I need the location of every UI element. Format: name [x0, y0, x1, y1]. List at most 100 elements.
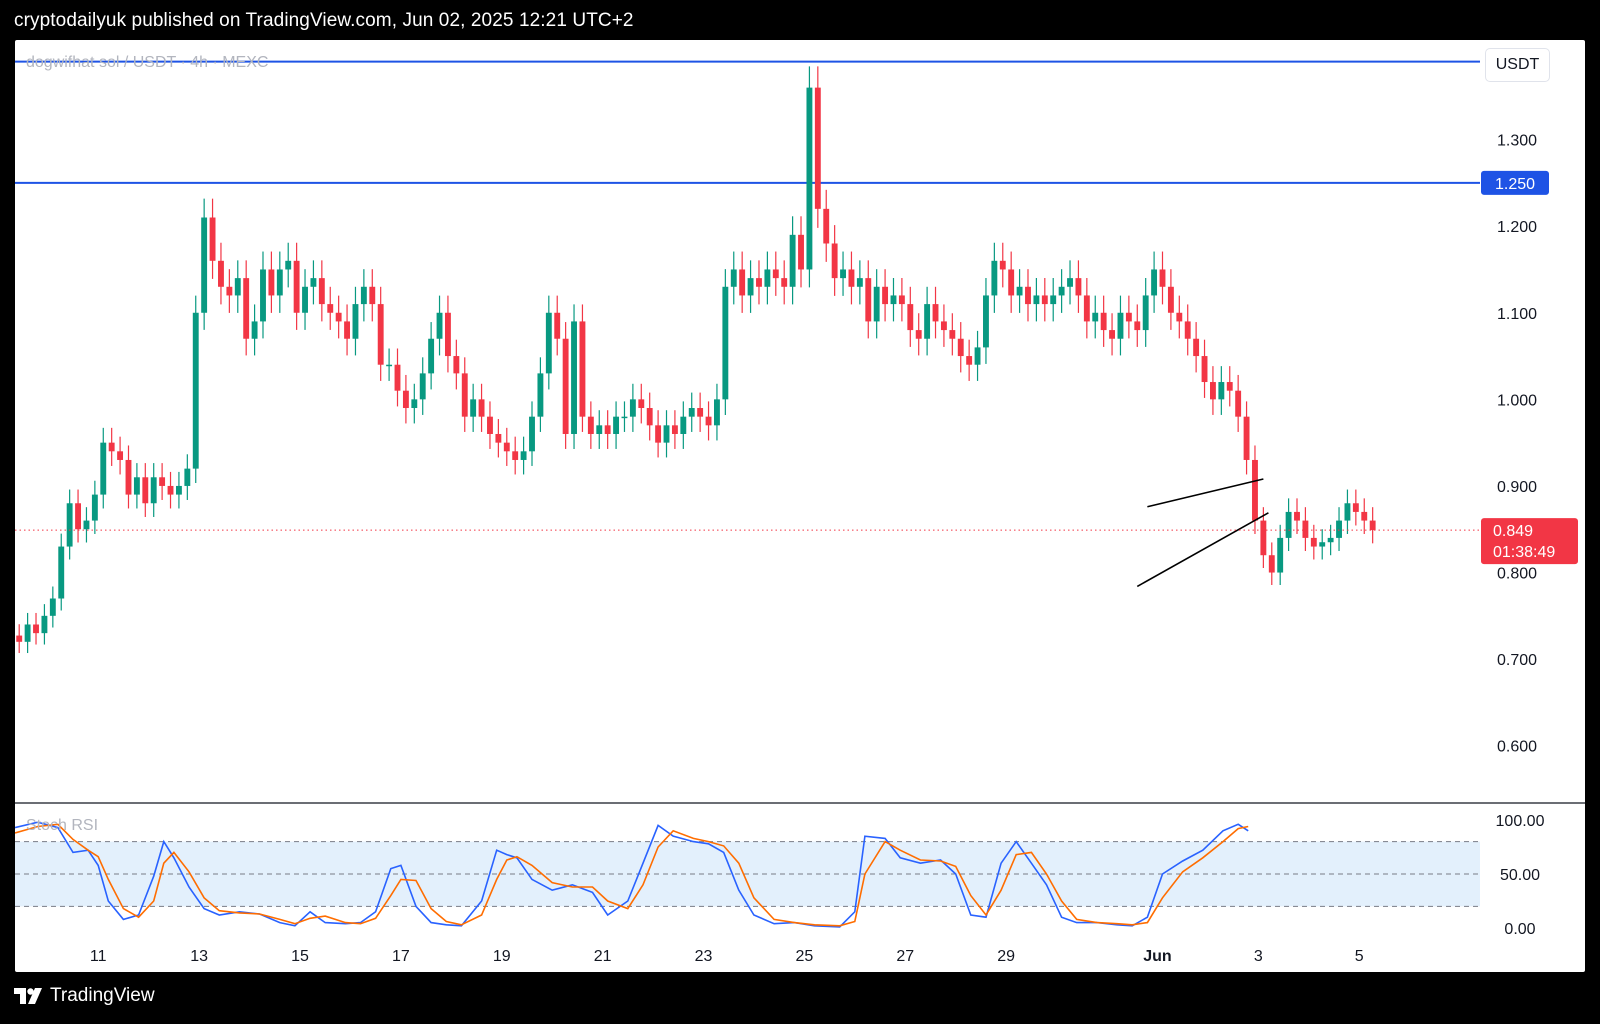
candle-body	[192, 312, 199, 469]
candle-body	[554, 312, 561, 339]
candle-body	[823, 208, 830, 244]
candle-body	[1201, 356, 1208, 383]
candle-body	[1226, 382, 1233, 391]
time-tick-label: 21	[594, 948, 612, 965]
time-tick-label: 19	[493, 948, 511, 965]
candle-body	[344, 321, 351, 339]
time-tick-label: 25	[795, 948, 813, 965]
candle-body	[915, 330, 922, 339]
candle-body	[1092, 312, 1099, 322]
candle-body	[814, 87, 821, 209]
candle-body	[571, 321, 577, 434]
candle-body	[478, 399, 485, 417]
candle-body	[461, 373, 468, 417]
candle-body	[285, 260, 292, 270]
candle-body	[957, 338, 964, 357]
candle-body	[175, 485, 182, 495]
candle-body	[209, 217, 216, 261]
candle-body	[470, 399, 477, 417]
candle-body	[1033, 295, 1040, 305]
pattern-trendline-lower[interactable]	[1136, 512, 1269, 588]
chart-canvas[interactable]: 1.300 1.200 1.100 1.000 0.900 0.800 0.700 0.600…	[15, 40, 1585, 972]
candle-body	[520, 451, 527, 460]
candle-body	[58, 546, 65, 599]
candle-body	[1025, 286, 1031, 305]
candle-body	[1151, 269, 1158, 296]
candle-body	[646, 408, 653, 426]
candle-body	[360, 286, 367, 305]
tradingview-brand: TradingView	[14, 985, 155, 1007]
candle-body	[1176, 312, 1183, 322]
time-tick-label: 17	[392, 948, 410, 965]
candle-body	[1302, 520, 1309, 538]
candle-body	[705, 416, 712, 426]
publisher-caption: cryptodailyuk published on TradingView.c…	[14, 10, 634, 31]
candle-body	[697, 408, 704, 417]
candle-body	[1268, 555, 1275, 573]
candle-body	[1134, 321, 1141, 331]
candle-body	[1058, 286, 1065, 296]
candle-body	[1310, 537, 1317, 547]
candle-countdown-label: 01:38:49	[1493, 544, 1555, 561]
candle-body	[966, 356, 973, 365]
time-tick-label: 27	[896, 948, 914, 965]
candle-body	[688, 408, 695, 417]
candle-body	[49, 598, 56, 616]
candle-body	[243, 278, 250, 339]
candle-body	[41, 615, 48, 634]
candle-body	[201, 217, 208, 313]
candle-body	[831, 243, 838, 279]
candle-body	[756, 278, 762, 287]
axes: 1.300 1.200 1.100 1.000 0.900 0.800 0.700 0.600…	[15, 133, 1585, 965]
candle-body	[1159, 269, 1166, 287]
candle-body	[226, 286, 233, 296]
candle-body	[848, 269, 855, 287]
candle-body	[1067, 278, 1073, 287]
candle-body	[562, 338, 569, 434]
current-price-tag	[1481, 518, 1578, 565]
price-tick-label: 0.600	[1497, 739, 1537, 756]
pattern-trendline-upper[interactable]	[1147, 478, 1264, 508]
candle-body	[386, 364, 393, 367]
candle-body	[260, 269, 266, 322]
candle-body	[940, 321, 947, 331]
candle-body	[638, 399, 645, 409]
candle-body	[587, 416, 594, 434]
price-tick-label: 0.800	[1497, 566, 1537, 583]
candle-body	[663, 425, 670, 443]
candle-body	[133, 477, 140, 495]
candle-body	[1041, 295, 1048, 305]
candle-body	[882, 286, 889, 305]
candle-body	[184, 468, 191, 486]
candle-body	[1336, 520, 1342, 538]
time-tick-label: Jun	[1143, 948, 1171, 965]
candle-body	[1235, 390, 1242, 417]
candle-body	[251, 321, 258, 339]
candle-body	[983, 295, 989, 348]
candle-body	[436, 312, 443, 339]
candle-body	[24, 624, 31, 642]
candle-body	[302, 286, 308, 313]
candle-body	[159, 477, 166, 486]
candle-body	[100, 442, 107, 495]
candle-body	[293, 260, 300, 313]
current-price-tag-label: 0.849	[1493, 523, 1533, 540]
price-tick-label: 0.900	[1497, 479, 1537, 496]
candle-body	[411, 399, 418, 409]
candle-body	[150, 477, 157, 504]
currency-unit-button[interactable]: USDT	[1485, 48, 1550, 82]
candle-body	[1344, 503, 1351, 521]
candle-body	[1075, 278, 1082, 296]
chart-panel[interactable]: 1.300 1.200 1.100 1.000 0.900 0.800 0.700 0.600…	[15, 40, 1585, 972]
candle-body	[907, 304, 914, 331]
candle-body	[377, 304, 384, 365]
time-tick-label: 23	[695, 948, 713, 965]
candle-body	[66, 503, 73, 547]
time-tick-label: 13	[190, 948, 208, 965]
candle-body	[1117, 312, 1124, 339]
candle-body	[268, 269, 275, 296]
candle-body	[428, 338, 435, 374]
candle-body	[680, 416, 687, 434]
price-tick-label: 1.300	[1497, 133, 1537, 150]
time-tick-label: 3	[1254, 948, 1263, 965]
